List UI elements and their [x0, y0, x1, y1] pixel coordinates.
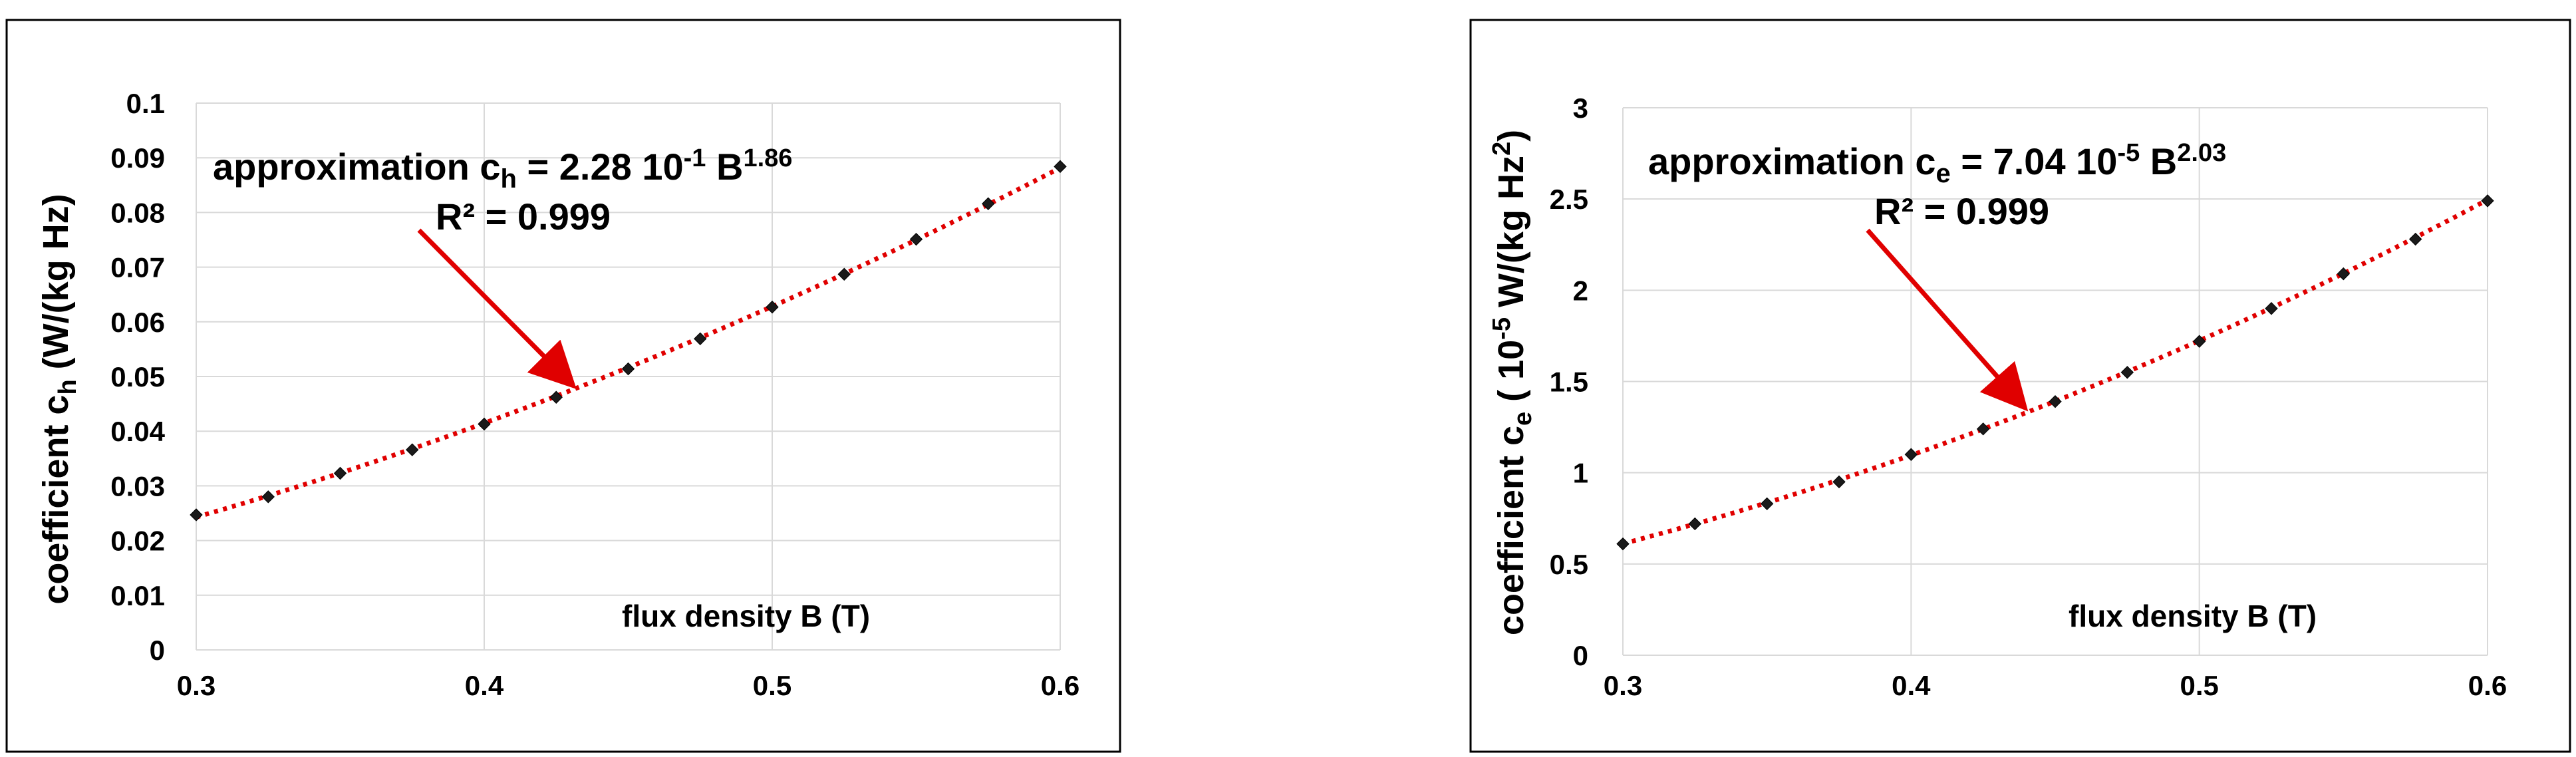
y-tick-label: 0.05: [110, 361, 165, 392]
data-point-marker: [982, 197, 995, 210]
x-tick-labels: 0.3 0.4 0.5 0.6: [1604, 670, 2507, 701]
data-point-marker: [1760, 497, 1774, 511]
x-tick-label: 0.3: [1604, 670, 1642, 701]
data-points: [1616, 194, 2494, 551]
chart-frame: [1469, 19, 2571, 753]
grid: [196, 102, 1061, 651]
data-point-marker: [1616, 537, 1630, 551]
data-point-marker: [2265, 302, 2278, 315]
y-tick-label: 2.5: [1550, 184, 1588, 215]
data-point-marker: [1054, 160, 1067, 174]
data-point-marker: [1688, 517, 1702, 531]
x-tick-labels: 0.3 0.4 0.5 0.6: [177, 670, 1079, 701]
y-tick-label: 0: [150, 635, 165, 666]
x-tick-label: 0.4: [1892, 670, 1931, 701]
data-point-marker: [261, 490, 275, 504]
y-tick-label: 0: [1573, 640, 1588, 671]
y-axis-label: coefficient ch (W/(kg Hz): [36, 194, 82, 604]
annotation-arrow: [417, 228, 577, 389]
x-tick-label: 0.5: [2180, 670, 2218, 701]
y-tick-labels: 0 0.5 1 1.5 2 2.5 3: [1550, 92, 1588, 671]
x-tick-label: 0.5: [753, 670, 791, 701]
x-tick-label: 0.6: [2468, 670, 2507, 701]
x-axis-label: flux density B (T): [2069, 599, 2317, 633]
chart-hysteresis-coefficient: 0 0.01 0.02 0.03 0.04 0.05 0.06 0.07 0.08 0.09 0.1…: [5, 19, 1121, 753]
chart-frame: [5, 19, 1121, 753]
data-point-marker: [621, 362, 635, 376]
data-point-marker: [549, 390, 563, 404]
data-point-marker: [1904, 448, 1918, 461]
y-tick-label: 0.02: [110, 526, 165, 557]
annotation-arrow: [1866, 228, 2029, 412]
data-point-marker: [2192, 335, 2206, 348]
annotation-equation: approximation ce = 7.04 10-5 B2.03: [1648, 139, 2226, 188]
data-point-marker: [2481, 194, 2494, 208]
data-point-marker: [2049, 394, 2062, 408]
y-tick-label: 3: [1573, 92, 1588, 124]
y-tick-label: 2: [1573, 275, 1588, 306]
data-point-marker: [766, 300, 779, 314]
data-point-marker: [909, 232, 923, 246]
y-tick-label: 0.06: [110, 307, 165, 338]
data-point-marker: [190, 508, 203, 522]
data-point-marker: [2337, 267, 2351, 281]
annotation-equation: approximation ch = 2.28 10-1 B1.86: [213, 144, 792, 194]
data-point-marker: [2408, 232, 2422, 246]
y-tick-label: 0.5: [1550, 549, 1588, 580]
y-axis-label: coefficient ce ( 10-5 W/(kg Hz2): [1488, 130, 1537, 635]
y-tick-labels: 0 0.01 0.02 0.03 0.04 0.05 0.06 0.07 0.08 0.09 0.1: [110, 88, 165, 666]
y-tick-label: 1.5: [1550, 367, 1588, 398]
data-point-marker: [2120, 366, 2134, 379]
data-point-marker: [694, 332, 707, 345]
x-tick-label: 0.4: [465, 670, 504, 701]
y-tick-label: 0.07: [110, 252, 165, 283]
data-point-marker: [1832, 475, 1846, 489]
y-tick-label: 0.09: [110, 142, 165, 174]
y-tick-label: 0.1: [126, 88, 165, 119]
data-point-marker: [1976, 422, 1990, 436]
data-points: [190, 160, 1067, 522]
y-tick-label: 1: [1573, 458, 1588, 489]
data-point-marker: [837, 267, 851, 281]
x-tick-label: 0.3: [177, 670, 215, 701]
y-tick-label: 0.03: [110, 470, 165, 502]
y-tick-label: 0.04: [110, 416, 165, 447]
y-tick-label: 0.01: [110, 580, 165, 611]
data-point-marker: [406, 443, 419, 456]
data-point-marker: [478, 417, 491, 431]
data-point-marker: [333, 466, 347, 480]
x-tick-label: 0.6: [1041, 670, 1079, 701]
x-axis-label: flux density B (T): [622, 599, 870, 633]
annotation-r-squared: R² = 0.999: [1874, 190, 2049, 232]
annotation-r-squared: R² = 0.999: [436, 196, 611, 237]
chart-eddy-current-coefficient: 0 0.5 1 1.5 2 2.5 3 0.3 0.4 0.5 0.6 flux density …: [1469, 19, 2571, 753]
y-tick-label: 0.08: [110, 197, 165, 228]
